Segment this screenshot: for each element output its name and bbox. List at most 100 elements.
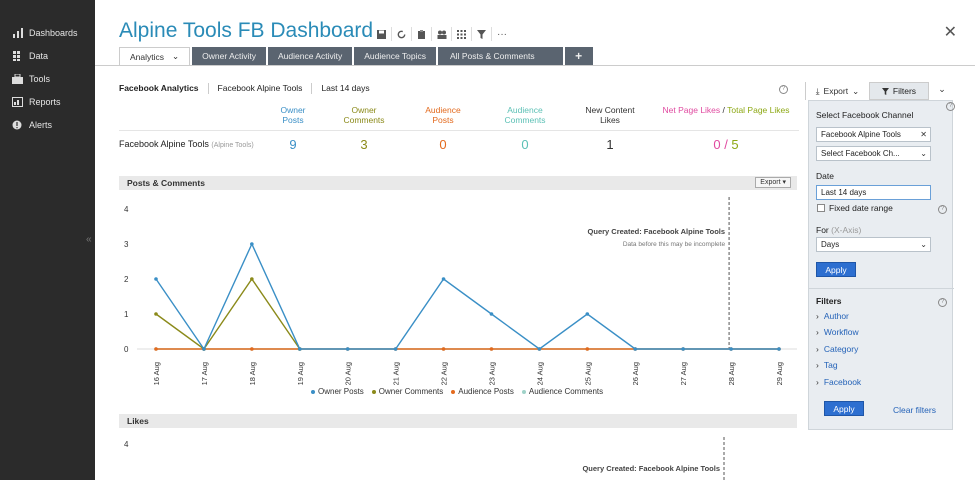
title-toolbar: ··· bbox=[376, 27, 516, 41]
legend-item[interactable]: Owner Comments bbox=[371, 387, 444, 396]
legend-item[interactable]: Owner Posts bbox=[311, 387, 364, 396]
close-icon[interactable]: ✕ bbox=[943, 24, 957, 41]
more-icon[interactable]: ··· bbox=[497, 28, 507, 40]
legend-label: Audience Posts bbox=[458, 387, 514, 396]
series-line-owner-comments bbox=[155, 277, 301, 350]
remove-icon[interactable]: ✕ bbox=[920, 130, 927, 139]
stat-header-page-likes: Net Page Likes / Total Page Likes bbox=[662, 105, 790, 115]
apply-button[interactable]: Apply bbox=[816, 262, 856, 277]
tab-analytics[interactable]: Analytics ⌄ bbox=[119, 47, 191, 65]
stat-value-owner-posts: 9 bbox=[289, 137, 297, 152]
panel-toolbar: ⤓ Export ⌄ Filters ⌄ bbox=[805, 82, 975, 100]
info-icon[interactable]: ? bbox=[938, 298, 947, 307]
clipboard-icon[interactable] bbox=[416, 27, 432, 41]
sidebar-item-label: Alerts bbox=[29, 119, 53, 130]
x-tick-label: 23 Aug bbox=[487, 362, 496, 385]
data-point bbox=[681, 347, 685, 351]
data-point bbox=[633, 347, 638, 351]
filter-icon[interactable] bbox=[476, 27, 492, 41]
tab-owner-activity[interactable]: Owner Activity bbox=[192, 47, 266, 65]
download-icon: ⤓ bbox=[815, 85, 820, 96]
data-point bbox=[297, 347, 302, 351]
data-point bbox=[345, 347, 350, 351]
info-icon[interactable]: ? bbox=[946, 102, 955, 111]
x-tick-label: 21 Aug bbox=[392, 362, 401, 385]
data-point bbox=[441, 347, 446, 351]
sidebar-collapse-icon[interactable]: « bbox=[86, 234, 92, 245]
refresh-icon[interactable] bbox=[396, 27, 412, 41]
breadcrumb-item[interactable]: Facebook Alpine Tools bbox=[209, 83, 313, 94]
stat-value-audience-posts: 0 bbox=[439, 137, 447, 152]
y-tick-label: 1 bbox=[124, 310, 129, 319]
data-point bbox=[537, 347, 542, 351]
channel-chip[interactable]: Facebook Alpine Tools ✕ bbox=[816, 127, 931, 142]
clear-filters-link[interactable]: Clear filters bbox=[893, 405, 936, 415]
tab-all-posts-comments[interactable]: All Posts & Comments bbox=[438, 47, 563, 65]
apply-filters-button[interactable]: Apply bbox=[824, 401, 864, 416]
sidebar-item-reports[interactable]: Reports bbox=[0, 90, 95, 113]
legend-dot-icon bbox=[371, 389, 376, 394]
filter-workflow[interactable]: › Workflow bbox=[816, 327, 859, 337]
data-point bbox=[250, 242, 254, 246]
x-tick-label: 16 Aug bbox=[152, 362, 161, 385]
data-point bbox=[202, 347, 206, 351]
add-tab-button[interactable]: + bbox=[564, 47, 593, 65]
date-input[interactable]: Last 14 days bbox=[816, 185, 931, 200]
x-tick-label: 29 Aug bbox=[775, 362, 784, 385]
stats-row-label: Facebook Alpine Tools (Alpine Tools) bbox=[119, 139, 254, 149]
legend-label: Owner Comments bbox=[378, 387, 444, 396]
info-icon[interactable]: ? bbox=[938, 205, 947, 214]
filter-category[interactable]: › Category bbox=[816, 344, 859, 354]
filters-button[interactable]: Filters bbox=[869, 82, 929, 100]
users-icon[interactable] bbox=[436, 27, 452, 41]
fixed-date-range-label: Fixed date range bbox=[829, 203, 893, 213]
section-title: Likes bbox=[127, 416, 149, 426]
x-tick-label: 22 Aug bbox=[440, 362, 449, 385]
chart-export-button[interactable]: Export ▾ bbox=[755, 177, 791, 188]
sidebar-item-alerts[interactable]: Alerts bbox=[0, 113, 95, 136]
tab-audience-topics[interactable]: Audience Topics bbox=[354, 47, 437, 65]
bar-chart-icon bbox=[13, 27, 23, 38]
legend-item[interactable]: Audience Comments bbox=[521, 387, 603, 396]
fixed-date-range-checkbox[interactable] bbox=[817, 204, 825, 212]
section-title: Posts & Comments bbox=[127, 178, 205, 188]
chevron-down-icon[interactable]: ⌄ bbox=[938, 84, 946, 94]
save-icon[interactable] bbox=[376, 27, 392, 41]
x-tick-label: 28 Aug bbox=[727, 362, 736, 385]
report-icon bbox=[12, 96, 23, 107]
export-button[interactable]: ⤓ Export ⌄ bbox=[805, 82, 869, 100]
filter-facebook[interactable]: › Facebook bbox=[816, 377, 862, 387]
y-tick-label: 2 bbox=[124, 275, 129, 284]
legend-dot-icon bbox=[311, 389, 315, 394]
sidebar-item-data[interactable]: Data bbox=[0, 44, 95, 67]
legend-label: Owner Posts bbox=[318, 387, 364, 396]
breadcrumb-item[interactable]: Facebook Analytics bbox=[119, 83, 209, 94]
sidebar-item-dashboards[interactable]: Dashboards bbox=[0, 21, 95, 44]
info-icon[interactable]: ? bbox=[779, 85, 788, 94]
sidebar-item-tools[interactable]: Tools bbox=[0, 67, 95, 90]
channel-select[interactable]: Select Facebook Ch... ⌄ bbox=[816, 146, 931, 161]
alert-icon bbox=[12, 120, 22, 129]
filter-tag[interactable]: › Tag bbox=[816, 360, 838, 370]
stat-value-page-likes: 0 / 5 bbox=[713, 137, 739, 152]
x-tick-label: 26 Aug bbox=[631, 362, 640, 385]
tab-audience-activity[interactable]: Audience Activity bbox=[268, 47, 353, 65]
chevron-down-icon[interactable]: ⌄ bbox=[172, 51, 180, 61]
breadcrumb: Facebook Analytics Facebook Alpine Tools… bbox=[119, 83, 379, 94]
stat-header-new-content-likes: New Content Likes bbox=[585, 105, 635, 125]
stat-value-new-content-likes: 1 bbox=[606, 137, 614, 152]
header-divider bbox=[95, 65, 975, 66]
breadcrumb-item[interactable]: Last 14 days bbox=[321, 83, 370, 93]
legend-item[interactable]: Audience Posts bbox=[451, 387, 514, 396]
filter-author[interactable]: › Author bbox=[816, 311, 849, 321]
x-tick-label: 19 Aug bbox=[296, 362, 305, 385]
main-content: Facebook Analytics Facebook Alpine Tools… bbox=[95, 66, 805, 480]
grid-layout-icon[interactable] bbox=[456, 27, 472, 41]
stat-header-audience-posts: Audience Posts bbox=[425, 105, 461, 125]
x-axis-select[interactable]: Days ⌄ bbox=[816, 237, 931, 252]
data-point bbox=[729, 347, 733, 351]
stat-header-audience-comments: Audience Comments bbox=[504, 105, 546, 125]
y-tick-label: 4 bbox=[124, 205, 129, 214]
data-point bbox=[585, 312, 590, 316]
data-point bbox=[393, 347, 398, 351]
